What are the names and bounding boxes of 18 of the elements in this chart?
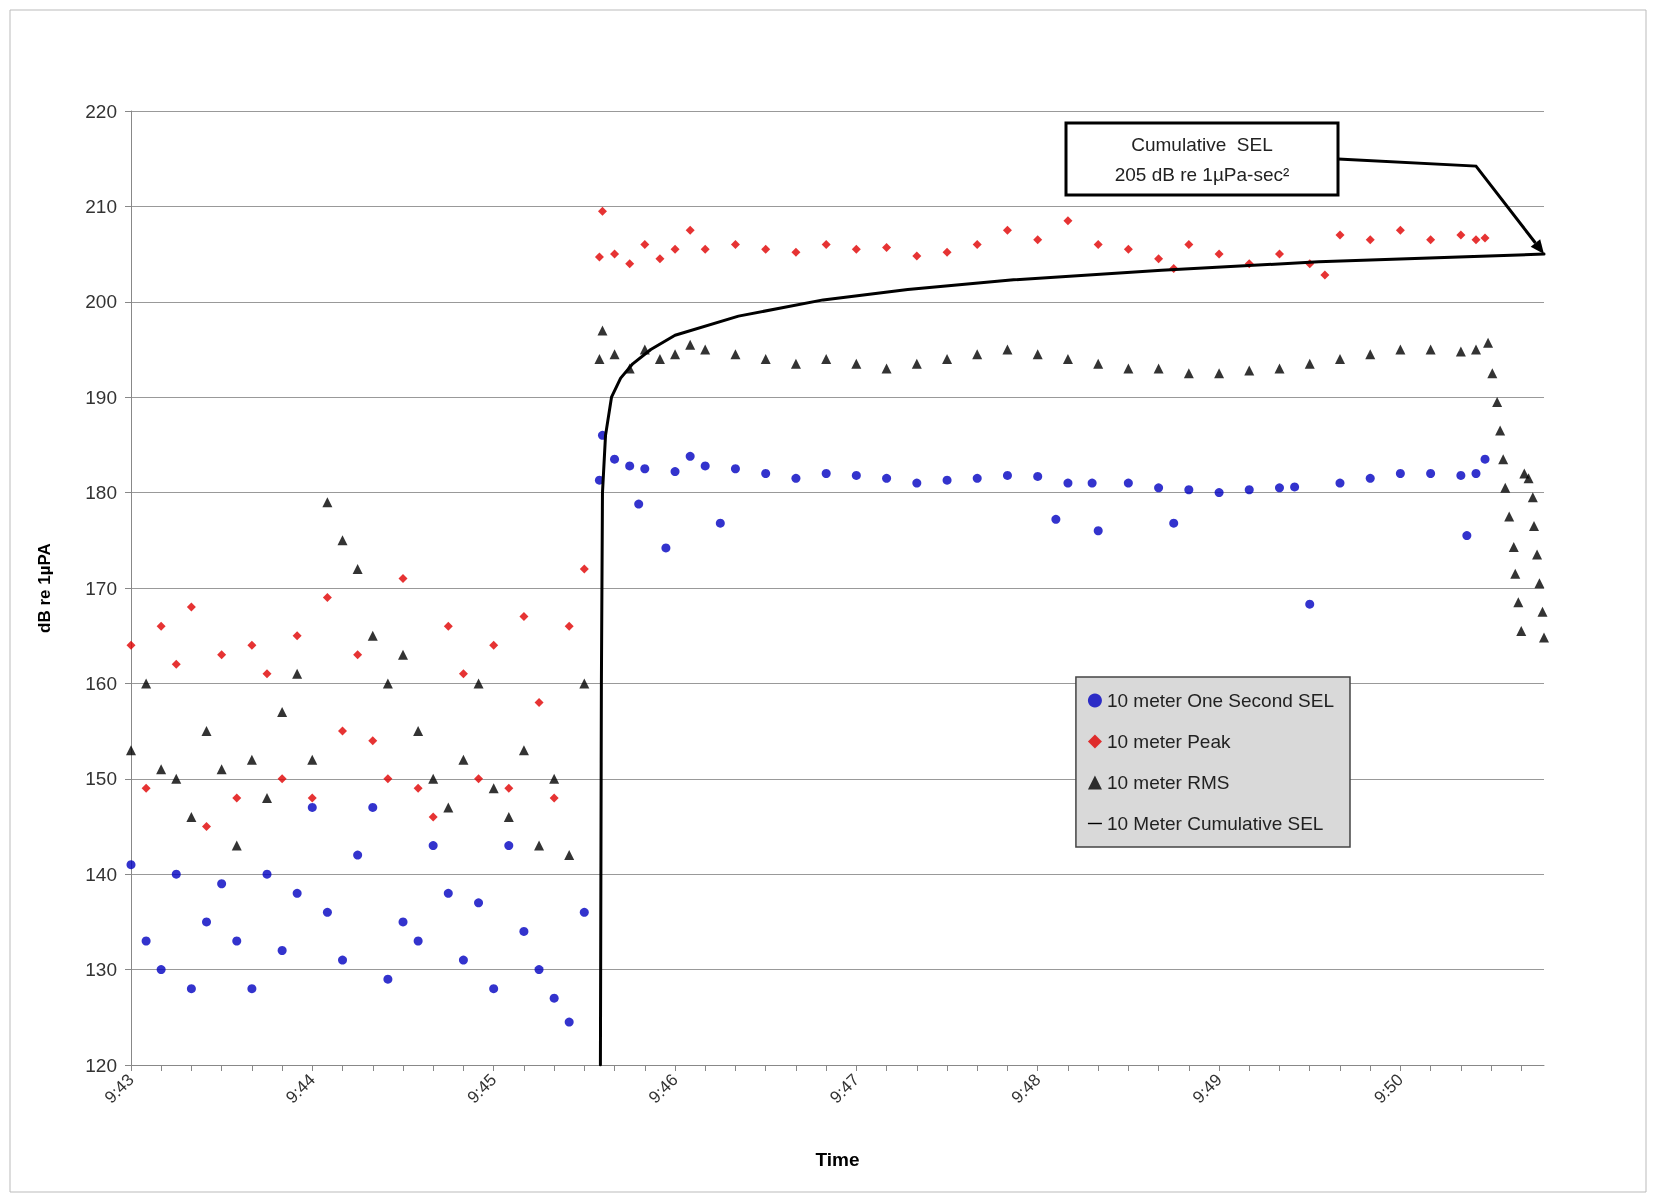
legend-label: 10 meter RMS <box>1106 772 1230 793</box>
annotation: Cumulative SEL 205 dB re 1µPa-sec² <box>1114 133 1290 185</box>
y-tick-label: 120 <box>85 1054 117 1076</box>
y-tick-label: 140 <box>85 863 117 885</box>
y-tick-label: 200 <box>85 291 117 313</box>
y-tick-label: 130 <box>85 959 117 981</box>
y-tick-label: 170 <box>85 577 117 599</box>
legend-label: 10 meter One Second SEL <box>1106 690 1335 711</box>
y-tick-label: 220 <box>85 100 117 122</box>
y-tick-label: 210 <box>85 195 117 217</box>
y-axis-title: dB re 1µPA <box>35 543 54 633</box>
legend-label: 10 Meter Cumulative SEL <box>1106 813 1324 834</box>
y-tick-label: 160 <box>85 672 117 694</box>
y-tick-label: 150 <box>85 768 117 790</box>
legend-label: 10 meter Peak <box>1106 731 1231 752</box>
y-tick-label: 190 <box>85 386 117 408</box>
x-axis-title: Time <box>815 1149 860 1170</box>
y-tick-label: 180 <box>85 482 117 504</box>
